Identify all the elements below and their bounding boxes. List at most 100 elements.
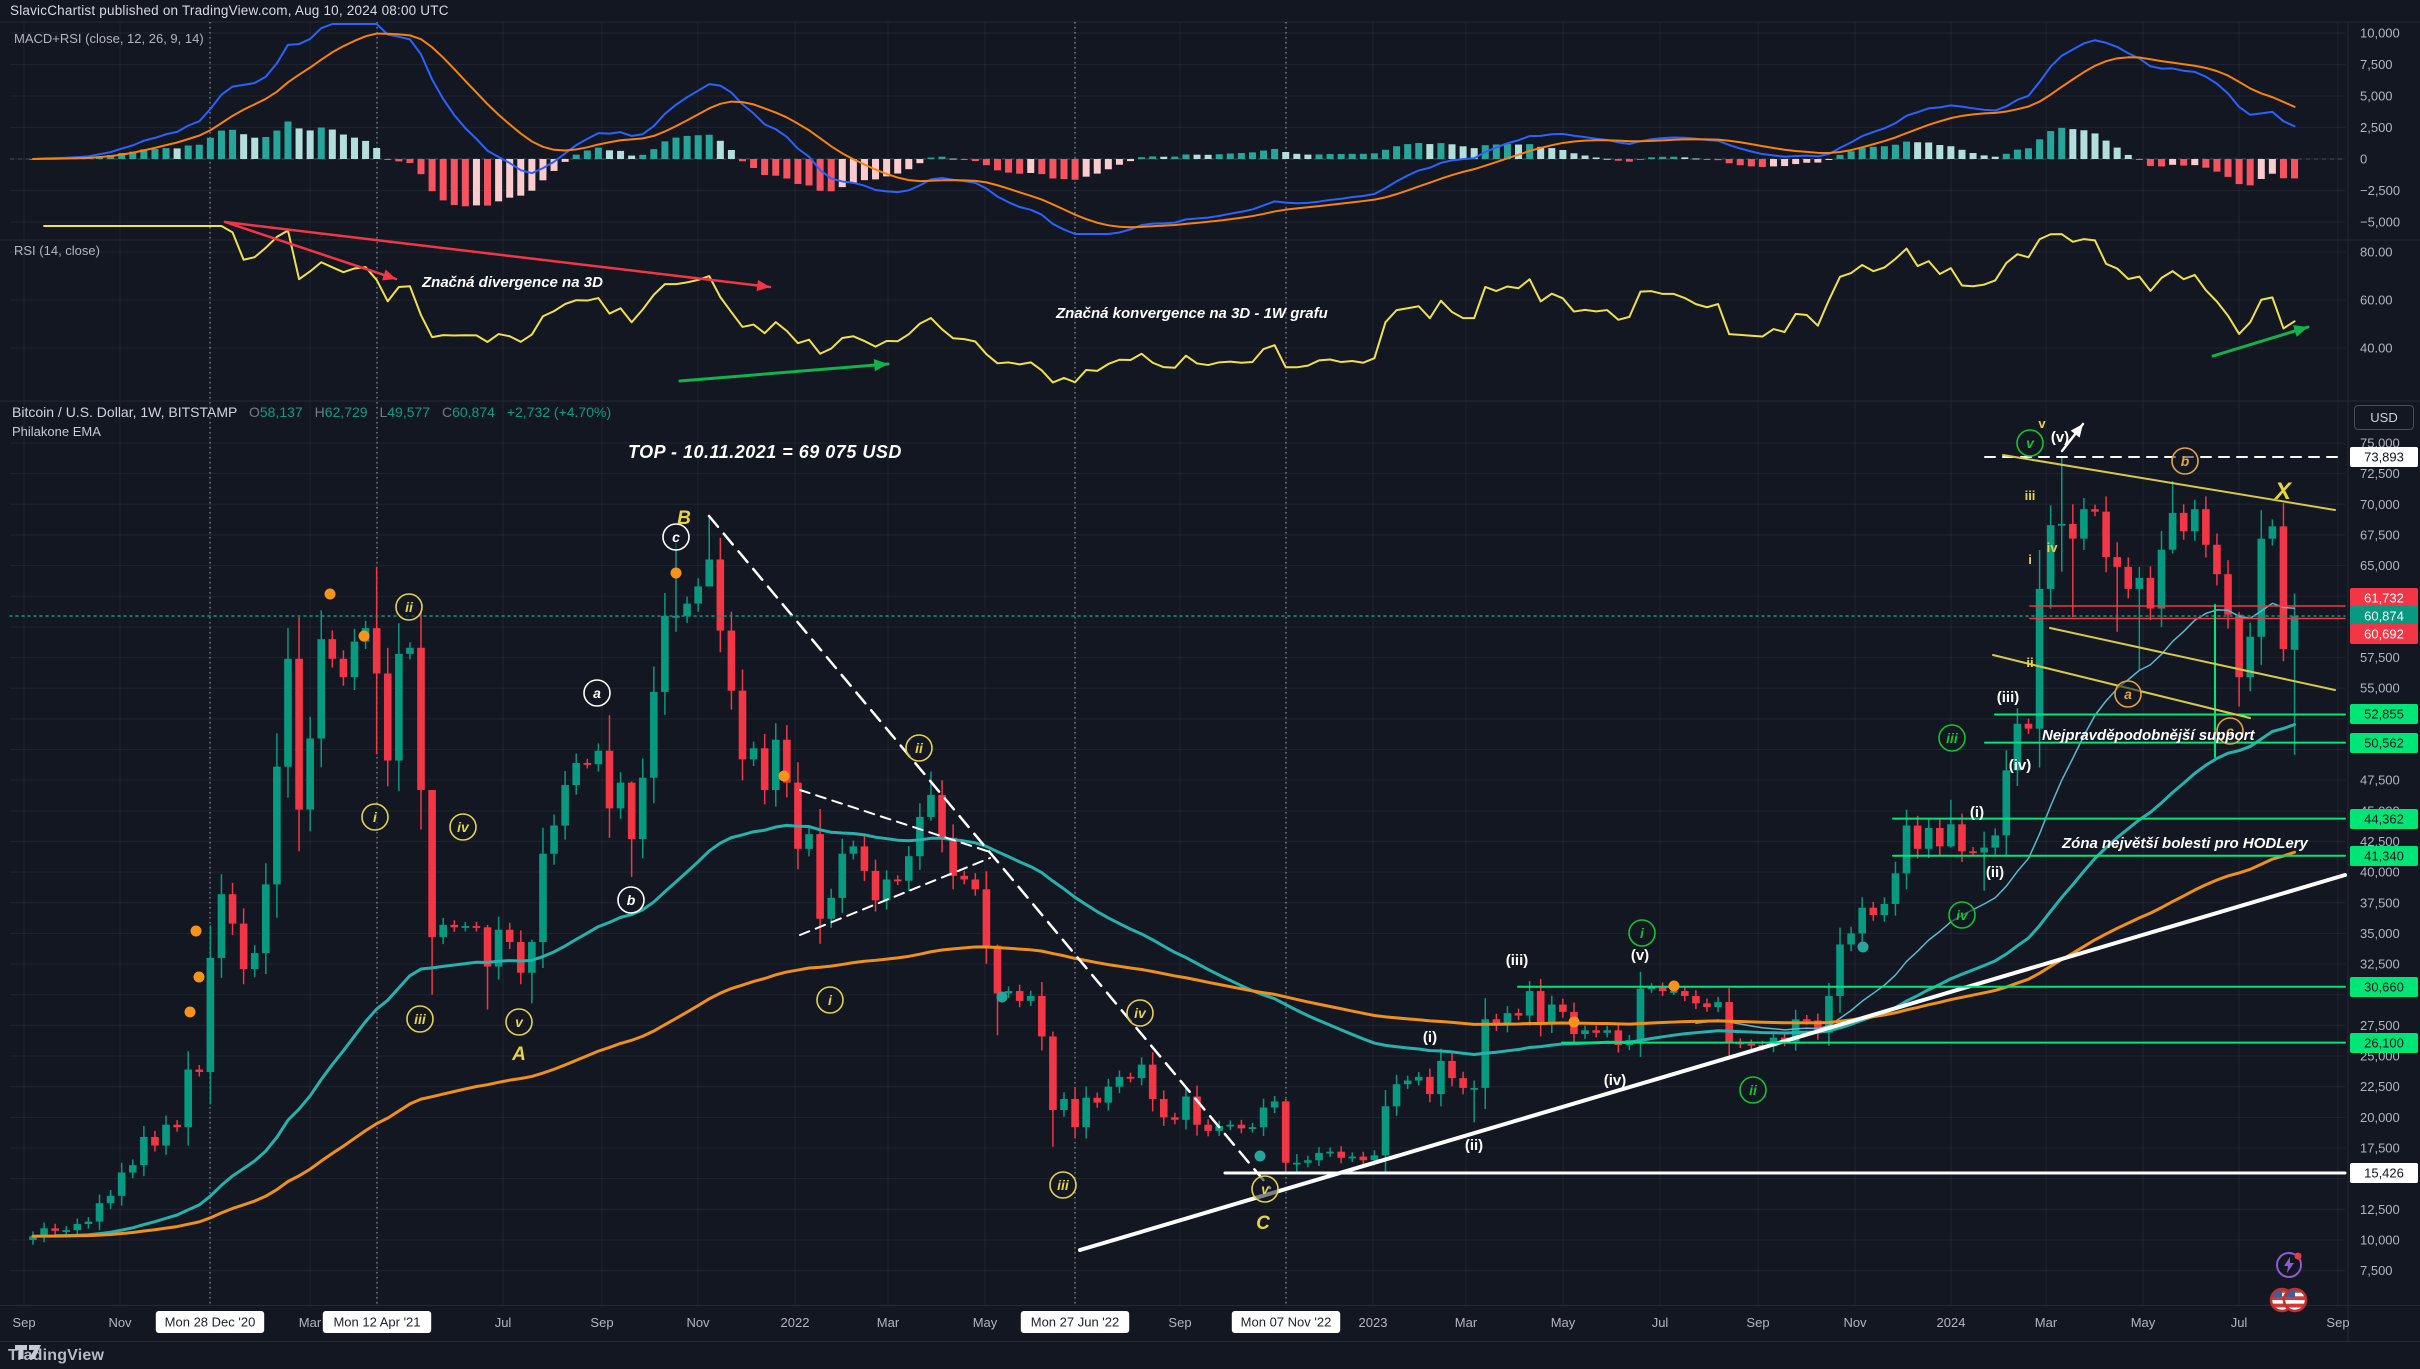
svg-text:7,500: 7,500 [2360,57,2393,72]
svg-text:ii: ii [1749,1082,1758,1098]
svg-text:17,500: 17,500 [2360,1141,2400,1156]
svg-text:X: X [2273,478,2293,505]
svg-text:Nov: Nov [686,1315,710,1330]
svg-text:Mon 28 Dec '20: Mon 28 Dec '20 [165,1315,256,1330]
support-annotation: Nejpravděpodobnější support [2042,727,2255,744]
svg-text:Nov: Nov [108,1315,132,1330]
top-annotation: TOP - 10.11.2021 = 69 075 USD [628,442,902,462]
svg-text:2022: 2022 [781,1315,810,1330]
svg-text:iv: iv [1134,1005,1147,1021]
svg-text:0: 0 [2360,152,2367,167]
svg-text:i: i [373,809,378,825]
svg-text:55,000: 55,000 [2360,681,2400,696]
svg-text:iv: iv [457,819,470,835]
svg-text:v: v [2038,416,2046,431]
ohlc-open: 58,137 [259,404,303,420]
svg-text:(ii): (ii) [1465,1137,1483,1154]
svg-text:v: v [515,1014,524,1030]
svg-text:iii: iii [2025,488,2036,503]
svg-text:Mon 12 Apr '21: Mon 12 Apr '21 [333,1315,420,1330]
svg-text:67,500: 67,500 [2360,527,2400,542]
svg-text:Sep: Sep [590,1315,613,1330]
svg-text:73,893: 73,893 [2364,450,2404,465]
publish-header: SlavicChartist published on TradingView.… [10,3,449,18]
svg-text:v: v [2026,435,2035,451]
svg-text:7,500: 7,500 [2360,1263,2393,1278]
ohlc-low: 49,577 [387,404,431,420]
svg-text:40.00: 40.00 [2360,341,2393,356]
svg-text:41,340: 41,340 [2364,849,2404,864]
ohlc-high-key: H [314,404,325,420]
svg-text:−2,500: −2,500 [2360,183,2400,198]
svg-text:20,000: 20,000 [2360,1110,2400,1125]
svg-text:c: c [672,529,680,545]
svg-text:60,874: 60,874 [2364,609,2404,624]
svg-text:42,500: 42,500 [2360,834,2400,849]
svg-text:(iv): (iv) [2009,757,2032,774]
ohlc-low-key: L [379,404,388,420]
svg-text:Mar: Mar [1455,1315,1478,1330]
svg-text:iii: iii [1057,1177,1070,1193]
svg-text:Jul: Jul [2231,1315,2248,1330]
svg-text:(v): (v) [1631,947,1649,964]
symbol-name: Bitcoin / U.S. Dollar, 1W, BITSTAMP [12,404,238,420]
svg-text:i: i [2028,552,2032,567]
svg-text:(i): (i) [1423,1029,1437,1046]
svg-text:iii: iii [414,1011,427,1027]
overlay-indicator-label: Philakone EMA [12,424,101,439]
svg-text:(ii): (ii) [1986,864,2004,881]
svg-text:Nov: Nov [1843,1315,1867,1330]
flag-event-icon[interactable] [2269,1287,2308,1313]
currency-unit-button[interactable]: USD [2354,405,2414,430]
svg-text:37,500: 37,500 [2360,895,2400,910]
svg-text:60.00: 60.00 [2360,293,2393,308]
svg-text:b: b [2181,453,2190,469]
svg-text:Mon 07 Nov '22: Mon 07 Nov '22 [1241,1315,1332,1330]
svg-text:May: May [973,1315,998,1330]
svg-text:80.00: 80.00 [2360,245,2393,260]
svg-text:61,732: 61,732 [2364,591,2404,606]
svg-text:2023: 2023 [1359,1315,1388,1330]
svg-text:(i): (i) [1970,804,1984,821]
svg-text:B: B [677,508,691,529]
svg-text:40,000: 40,000 [2360,865,2400,880]
svg-text:(iii): (iii) [1506,952,1529,969]
symbol-header: Bitcoin / U.S. Dollar, 1W, BITSTAMP O58,… [12,404,611,420]
svg-text:ii: ii [2026,655,2033,670]
svg-text:Sep: Sep [2326,1315,2349,1330]
svg-text:c: c [2226,723,2234,739]
svg-text:C: C [1256,1213,1270,1234]
economic-event-icon[interactable] [2276,1252,2302,1278]
svg-text:Sep: Sep [1168,1315,1191,1330]
ohlc-close: 60,874 [452,404,495,420]
ohlc-close-key: C [441,404,453,420]
svg-text:44,362: 44,362 [2364,812,2404,827]
svg-text:12,500: 12,500 [2360,1202,2400,1217]
pain-zone-annotation: Zóna největší bolesti pro HODLery [2062,835,2308,852]
svg-text:47,500: 47,500 [2360,773,2400,788]
tradingview-logo-icon[interactable] [14,1342,44,1362]
svg-text:iii: iii [1946,730,1959,746]
svg-text:Mar: Mar [2035,1315,2058,1330]
svg-text:15,426: 15,426 [2364,1166,2404,1181]
svg-text:Sep: Sep [12,1315,35,1330]
svg-text:60,692: 60,692 [2364,627,2404,642]
svg-text:50,562: 50,562 [2364,736,2404,751]
svg-text:57,500: 57,500 [2360,650,2400,665]
svg-text:v: v [1261,1181,1270,1197]
svg-text:5,000: 5,000 [2360,89,2393,104]
svg-text:a: a [593,685,601,701]
svg-text:iv: iv [2047,540,2059,555]
svg-text:70,000: 70,000 [2360,497,2400,512]
rsi-convergence-annotation: Značná konvergence na 3D - 1W grafu [1056,305,1328,322]
svg-text:Mar: Mar [299,1315,322,1330]
svg-text:i: i [828,992,833,1008]
svg-text:i: i [1640,925,1645,941]
svg-text:Sep: Sep [1746,1315,1769,1330]
svg-text:35,000: 35,000 [2360,926,2400,941]
svg-text:May: May [1551,1315,1576,1330]
ohlc-change: +2,732 (+4.70%) [506,404,612,420]
tradingview-logo-text[interactable]: TradingView [8,1347,105,1364]
svg-text:iv: iv [1956,907,1969,923]
